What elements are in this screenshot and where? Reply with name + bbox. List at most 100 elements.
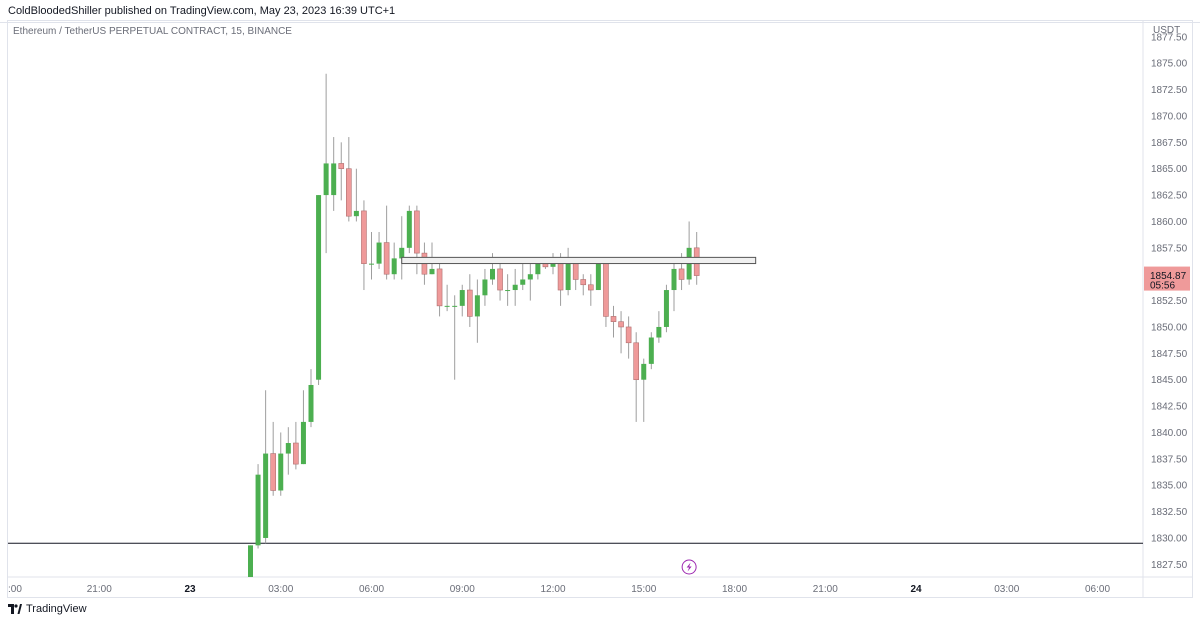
candle-up xyxy=(248,545,253,577)
candle-down xyxy=(346,168,352,217)
price-tick-label: 1847.50 xyxy=(1151,349,1188,360)
candle-up xyxy=(595,263,601,291)
publication-bar: ColdBloodedShiller published on TradingV… xyxy=(0,0,1200,23)
tradingview-logo-icon xyxy=(8,604,22,614)
time-tick-label: :00 xyxy=(8,584,22,595)
candle-up xyxy=(285,443,291,454)
candle-up xyxy=(429,268,435,275)
candle-up xyxy=(520,279,526,285)
time-tick-label: 24 xyxy=(910,584,922,595)
candle-up xyxy=(512,284,518,291)
time-tick-label: 15:00 xyxy=(631,584,656,595)
footer: TradingView xyxy=(0,598,1200,623)
price-tick-label: 1870.00 xyxy=(1151,111,1188,122)
candle-down xyxy=(572,263,579,280)
candle-up xyxy=(444,305,450,307)
current-price-countdown: 05:56 xyxy=(1150,281,1175,292)
candle-down xyxy=(618,321,624,328)
price-tick-label: 1865.00 xyxy=(1151,164,1188,175)
symbol-title: Ethereum / TetherUS PERPETUAL CONTRACT, … xyxy=(13,26,292,37)
candle-up xyxy=(323,163,329,196)
candle-down xyxy=(361,210,367,264)
price-tick-label: 1875.00 xyxy=(1151,59,1188,70)
candle-down xyxy=(270,453,276,491)
candle-up xyxy=(527,274,533,280)
candle-up xyxy=(671,268,677,291)
time-tick-label: 03:00 xyxy=(268,584,293,595)
price-tick-label: 1872.50 xyxy=(1151,85,1188,96)
candle-down xyxy=(610,316,617,322)
price-tick-label: 1842.50 xyxy=(1151,402,1188,413)
candle-up xyxy=(452,305,458,307)
time-tick-label: 23 xyxy=(184,584,196,595)
time-tick-label: 21:00 xyxy=(87,584,112,595)
candle-up xyxy=(300,421,306,465)
price-tick-label: 1845.00 xyxy=(1151,375,1188,386)
chart-frame xyxy=(7,20,1193,598)
price-tick-label: 1840.00 xyxy=(1151,428,1188,439)
price-tick-label: 1857.50 xyxy=(1151,243,1188,254)
price-tick-label: 1877.50 xyxy=(1151,32,1188,43)
time-tick-label: 06:00 xyxy=(359,584,384,595)
candle-up xyxy=(308,384,314,422)
candle-up xyxy=(474,295,480,317)
candle-up xyxy=(482,279,488,296)
publication-text: ColdBloodedShiller published on TradingV… xyxy=(8,5,396,17)
price-tick-label: 1852.50 xyxy=(1151,296,1188,307)
candle-down xyxy=(414,210,420,254)
price-tick-label: 1862.50 xyxy=(1151,191,1188,202)
price-tick-label: 1860.00 xyxy=(1151,217,1188,228)
lightning-bolt xyxy=(686,562,692,572)
candle-up xyxy=(641,363,647,380)
candle-down xyxy=(678,268,685,280)
candle-up xyxy=(505,290,511,292)
candle-up xyxy=(399,247,405,259)
candle-up xyxy=(459,290,465,306)
time-tick-label: 12:00 xyxy=(540,584,565,595)
candle-down xyxy=(625,326,632,344)
candle-up xyxy=(316,195,322,380)
candle-down xyxy=(293,442,299,465)
current-price-label-bg xyxy=(1144,266,1190,291)
candle-down xyxy=(603,263,609,317)
candle-up xyxy=(255,474,261,546)
candle-up xyxy=(278,453,284,491)
candle-up xyxy=(648,337,654,364)
candle-down xyxy=(580,279,587,286)
candle-down xyxy=(436,268,443,307)
candle-up xyxy=(263,453,269,538)
candle-up xyxy=(565,263,571,291)
candle-up xyxy=(663,290,669,327)
candle-down xyxy=(383,242,390,275)
candle-up xyxy=(391,258,397,275)
time-tick-label: 06:00 xyxy=(1085,584,1110,595)
time-tick-label: 21:00 xyxy=(813,584,838,595)
candle-down xyxy=(338,163,345,170)
price-tick-label: 1832.50 xyxy=(1151,507,1188,518)
price-tick-label: 1850.00 xyxy=(1151,322,1188,333)
time-tick-label: 18:00 xyxy=(722,584,747,595)
candle-up xyxy=(331,163,337,196)
price-tick-label: 1835.00 xyxy=(1151,481,1188,492)
candle-up xyxy=(535,263,541,275)
candle-up xyxy=(369,263,374,265)
candle-down xyxy=(542,263,549,268)
candle-down xyxy=(497,268,503,291)
price-tick-label: 1867.50 xyxy=(1151,138,1188,149)
candle-up xyxy=(406,210,412,248)
candle-down xyxy=(588,284,594,291)
currency-label: USDT xyxy=(1153,25,1180,36)
price-tick-label: 1837.50 xyxy=(1151,454,1188,465)
candle-up xyxy=(656,326,662,338)
candle-up xyxy=(353,210,359,217)
current-price-value: 1854.87 xyxy=(1150,271,1187,282)
tradingview-logo[interactable]: TradingView xyxy=(8,603,87,615)
time-tick-label: 03:00 xyxy=(994,584,1019,595)
price-tick-label: 1830.00 xyxy=(1151,533,1188,544)
time-tick-label: 09:00 xyxy=(450,584,475,595)
resistance-rectangle xyxy=(401,256,757,265)
price-tick-label: 1827.50 xyxy=(1151,560,1188,571)
candle-down xyxy=(633,342,639,381)
candles-group xyxy=(248,73,700,577)
